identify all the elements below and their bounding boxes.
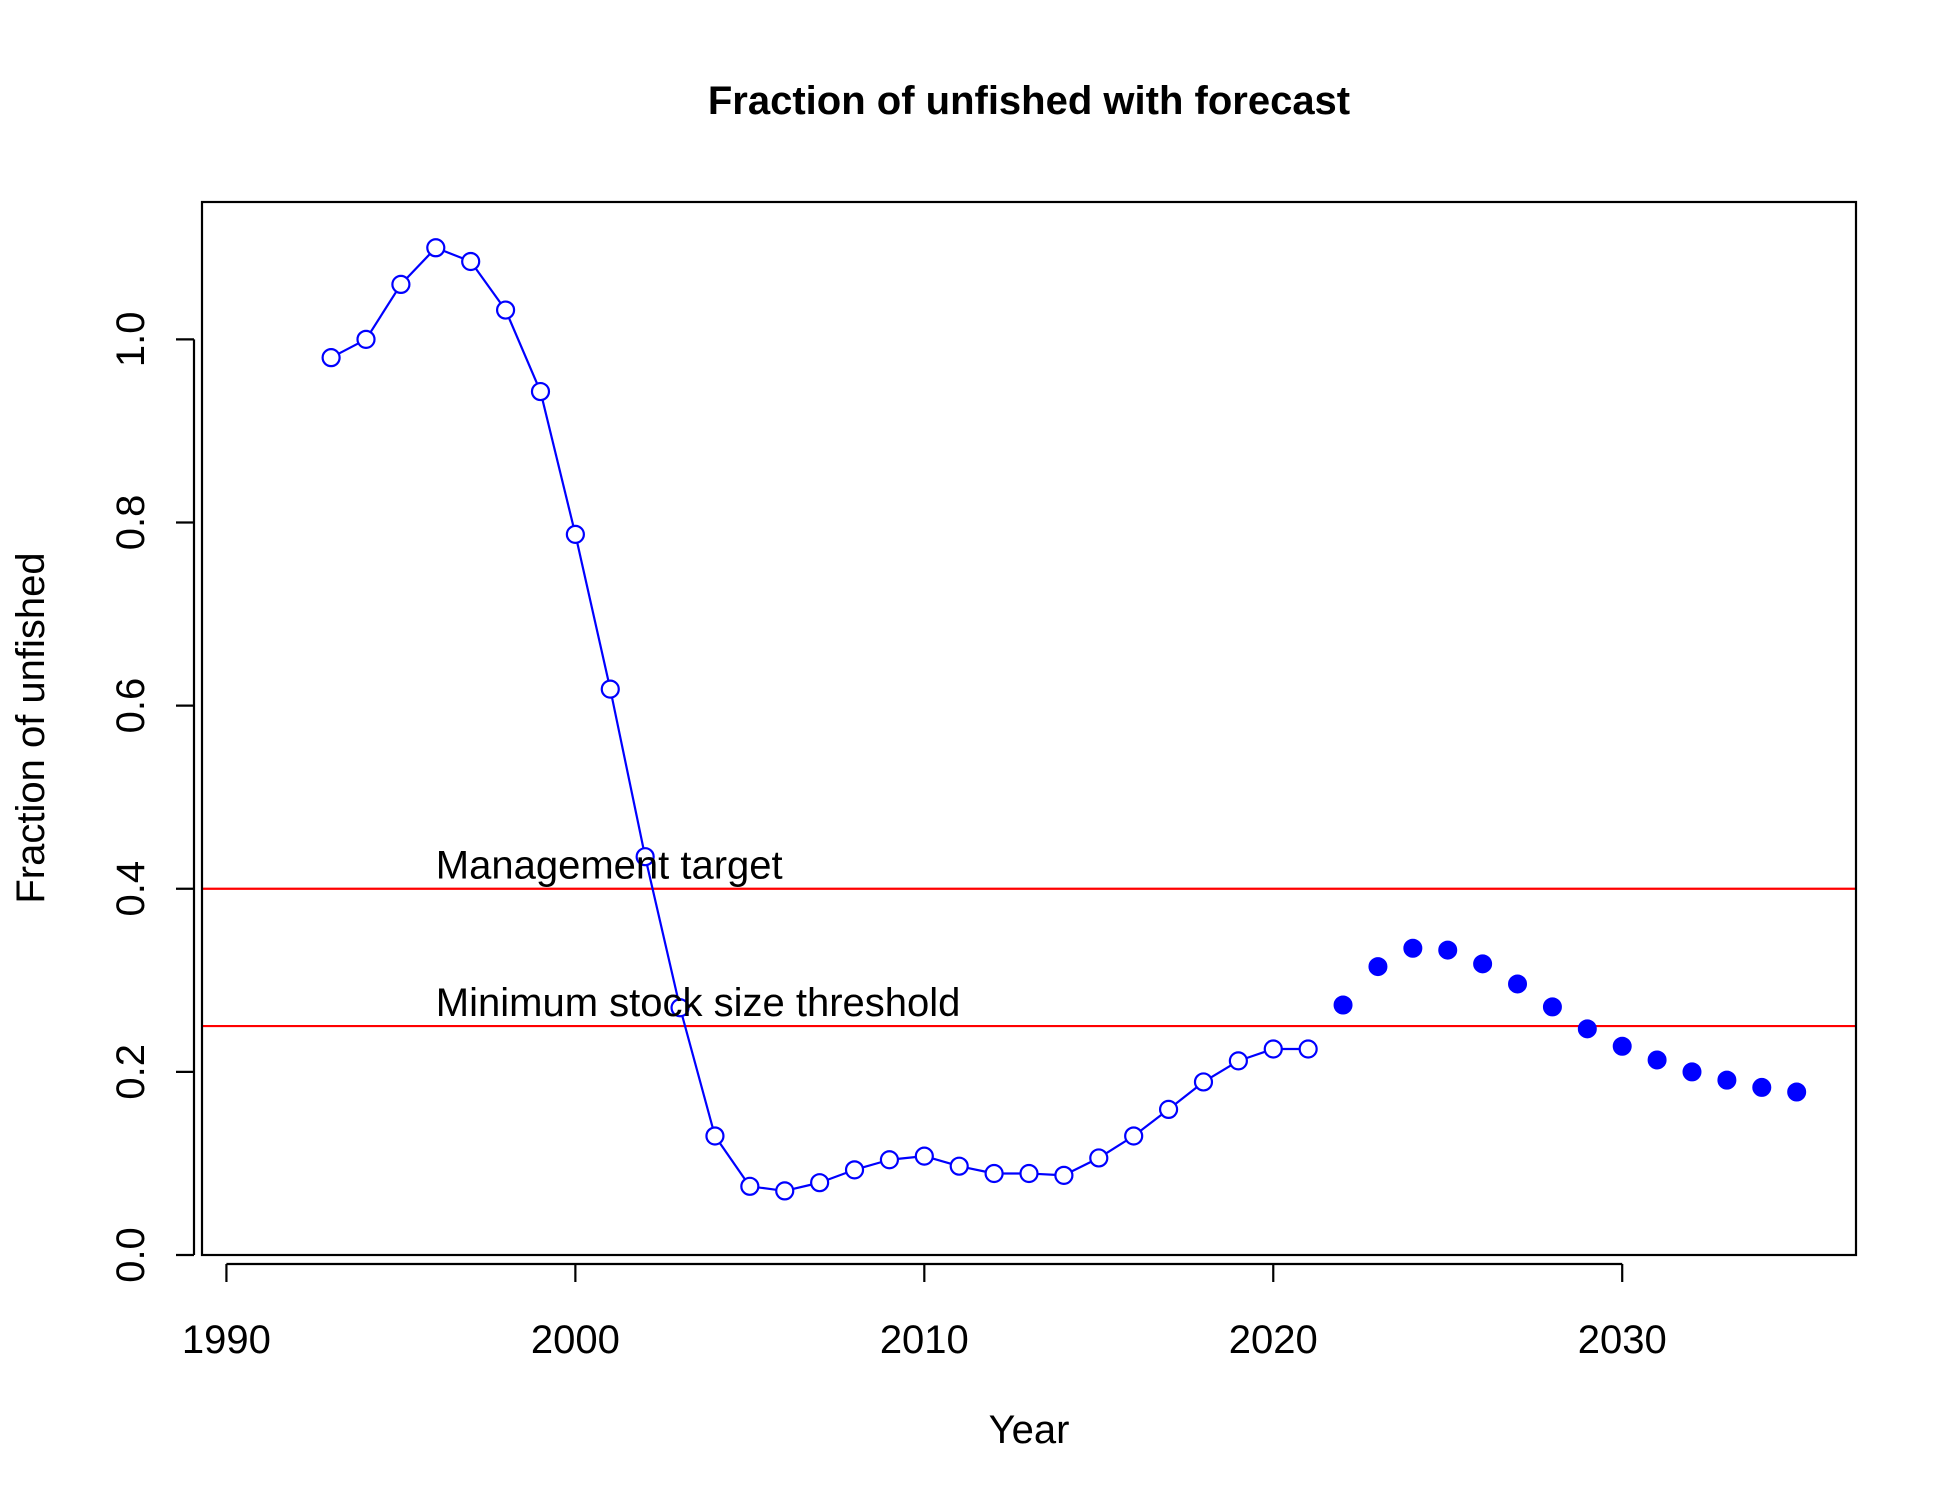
- forecast-point: [1577, 1019, 1597, 1039]
- forecast-point: [1752, 1077, 1772, 1097]
- y-tick-label: 0.0: [109, 1227, 153, 1283]
- data-point: [1193, 1072, 1214, 1092]
- series-line-segment: [1139, 1113, 1163, 1132]
- series-line-segment: [932, 1157, 952, 1165]
- data-point: [1228, 1051, 1248, 1071]
- data-point: [530, 381, 551, 402]
- forecast-point: [1333, 995, 1353, 1015]
- reference-line-label: Management target: [436, 844, 783, 888]
- data-point: [1019, 1163, 1039, 1184]
- series-line-segment: [405, 253, 431, 280]
- series-line-segment: [507, 317, 539, 385]
- data-point: [426, 238, 446, 258]
- forecast-point: [1717, 1070, 1737, 1090]
- series-line-segment: [338, 342, 359, 355]
- reference-line-label: Minimum stock size threshold: [436, 981, 961, 1025]
- forecast-point: [1368, 957, 1388, 977]
- series-line-segment: [1071, 1160, 1092, 1173]
- series-line-segment: [681, 1015, 714, 1129]
- data-point: [1298, 1039, 1318, 1059]
- data-point: [984, 1163, 1004, 1184]
- y-tick-label: 0.4: [109, 861, 153, 917]
- data-point: [600, 679, 620, 699]
- data-point: [949, 1156, 969, 1176]
- data-point: [356, 329, 376, 349]
- data-point: [635, 847, 655, 867]
- series-line-segment: [1210, 1064, 1232, 1079]
- series-line-segment: [541, 399, 575, 527]
- series-line-segment: [369, 290, 398, 333]
- data-point: [914, 1146, 934, 1166]
- data-point: [740, 1176, 760, 1196]
- plot-frame: [200, 200, 1858, 1257]
- x-tick-label: 2020: [1229, 1318, 1318, 1362]
- series-line-segment: [1246, 1050, 1266, 1060]
- data-point: [321, 348, 341, 368]
- data-point: [879, 1150, 900, 1170]
- series-line-segment: [758, 1186, 777, 1191]
- series-line-segment: [1174, 1086, 1198, 1106]
- x-tick-label: 2010: [880, 1318, 969, 1362]
- series-line-segment: [1105, 1139, 1128, 1155]
- series-line-segment: [443, 249, 464, 260]
- data-point: [1263, 1039, 1283, 1059]
- data-point: [1124, 1126, 1144, 1146]
- forecast-point: [1647, 1050, 1667, 1070]
- series-line-segment: [474, 267, 502, 304]
- forecast-point: [1438, 940, 1458, 960]
- data-point: [495, 300, 516, 320]
- data-point: [565, 524, 585, 544]
- series-line-segment: [1037, 1172, 1056, 1176]
- y-tick-label: 0.6: [109, 678, 153, 734]
- forecast-point: [1508, 974, 1528, 994]
- plot-area: Management target Minimum stock size thre…: [109, 200, 1858, 1362]
- series-line-segment: [576, 542, 610, 682]
- data-point: [775, 1181, 795, 1201]
- data-point: [844, 1160, 865, 1180]
- data-point: [670, 998, 690, 1018]
- series-line-segment: [897, 1155, 916, 1160]
- forecast-point: [1612, 1036, 1632, 1056]
- x-axis-title: Year: [989, 1408, 1070, 1452]
- series-line-segment: [967, 1166, 987, 1173]
- forecast-point: [1403, 938, 1423, 958]
- forecast-point: [1473, 954, 1493, 974]
- data-point: [1158, 1099, 1179, 1120]
- y-tick-label: 0.8: [109, 495, 153, 551]
- data-point: [1089, 1148, 1109, 1168]
- data-point: [810, 1173, 830, 1193]
- y-axis-title: Fraction of unfished: [9, 552, 53, 903]
- forecast-point: [1542, 997, 1562, 1017]
- y-tick-label: 1.0: [109, 312, 153, 368]
- series-line-segment: [792, 1183, 812, 1191]
- chart-title: Fraction of unfished with forecast: [708, 79, 1350, 123]
- forecast-point: [1787, 1082, 1807, 1102]
- x-tick-label: 2000: [531, 1318, 620, 1362]
- data-point: [391, 274, 411, 295]
- series-line-segment: [646, 864, 680, 1000]
- series-line-segment: [610, 697, 645, 849]
- data-point: [705, 1126, 725, 1146]
- series-line-segment: [862, 1161, 882, 1169]
- data-point: [461, 251, 481, 272]
- y-tick-label: 0.2: [109, 1044, 153, 1100]
- series-line-segment: [827, 1171, 847, 1181]
- forecast-point: [1682, 1062, 1702, 1082]
- series-line-segment: [718, 1142, 746, 1180]
- x-tick-label: 1990: [182, 1318, 271, 1362]
- data-point: [1054, 1165, 1074, 1185]
- x-tick-label: 2030: [1578, 1318, 1667, 1362]
